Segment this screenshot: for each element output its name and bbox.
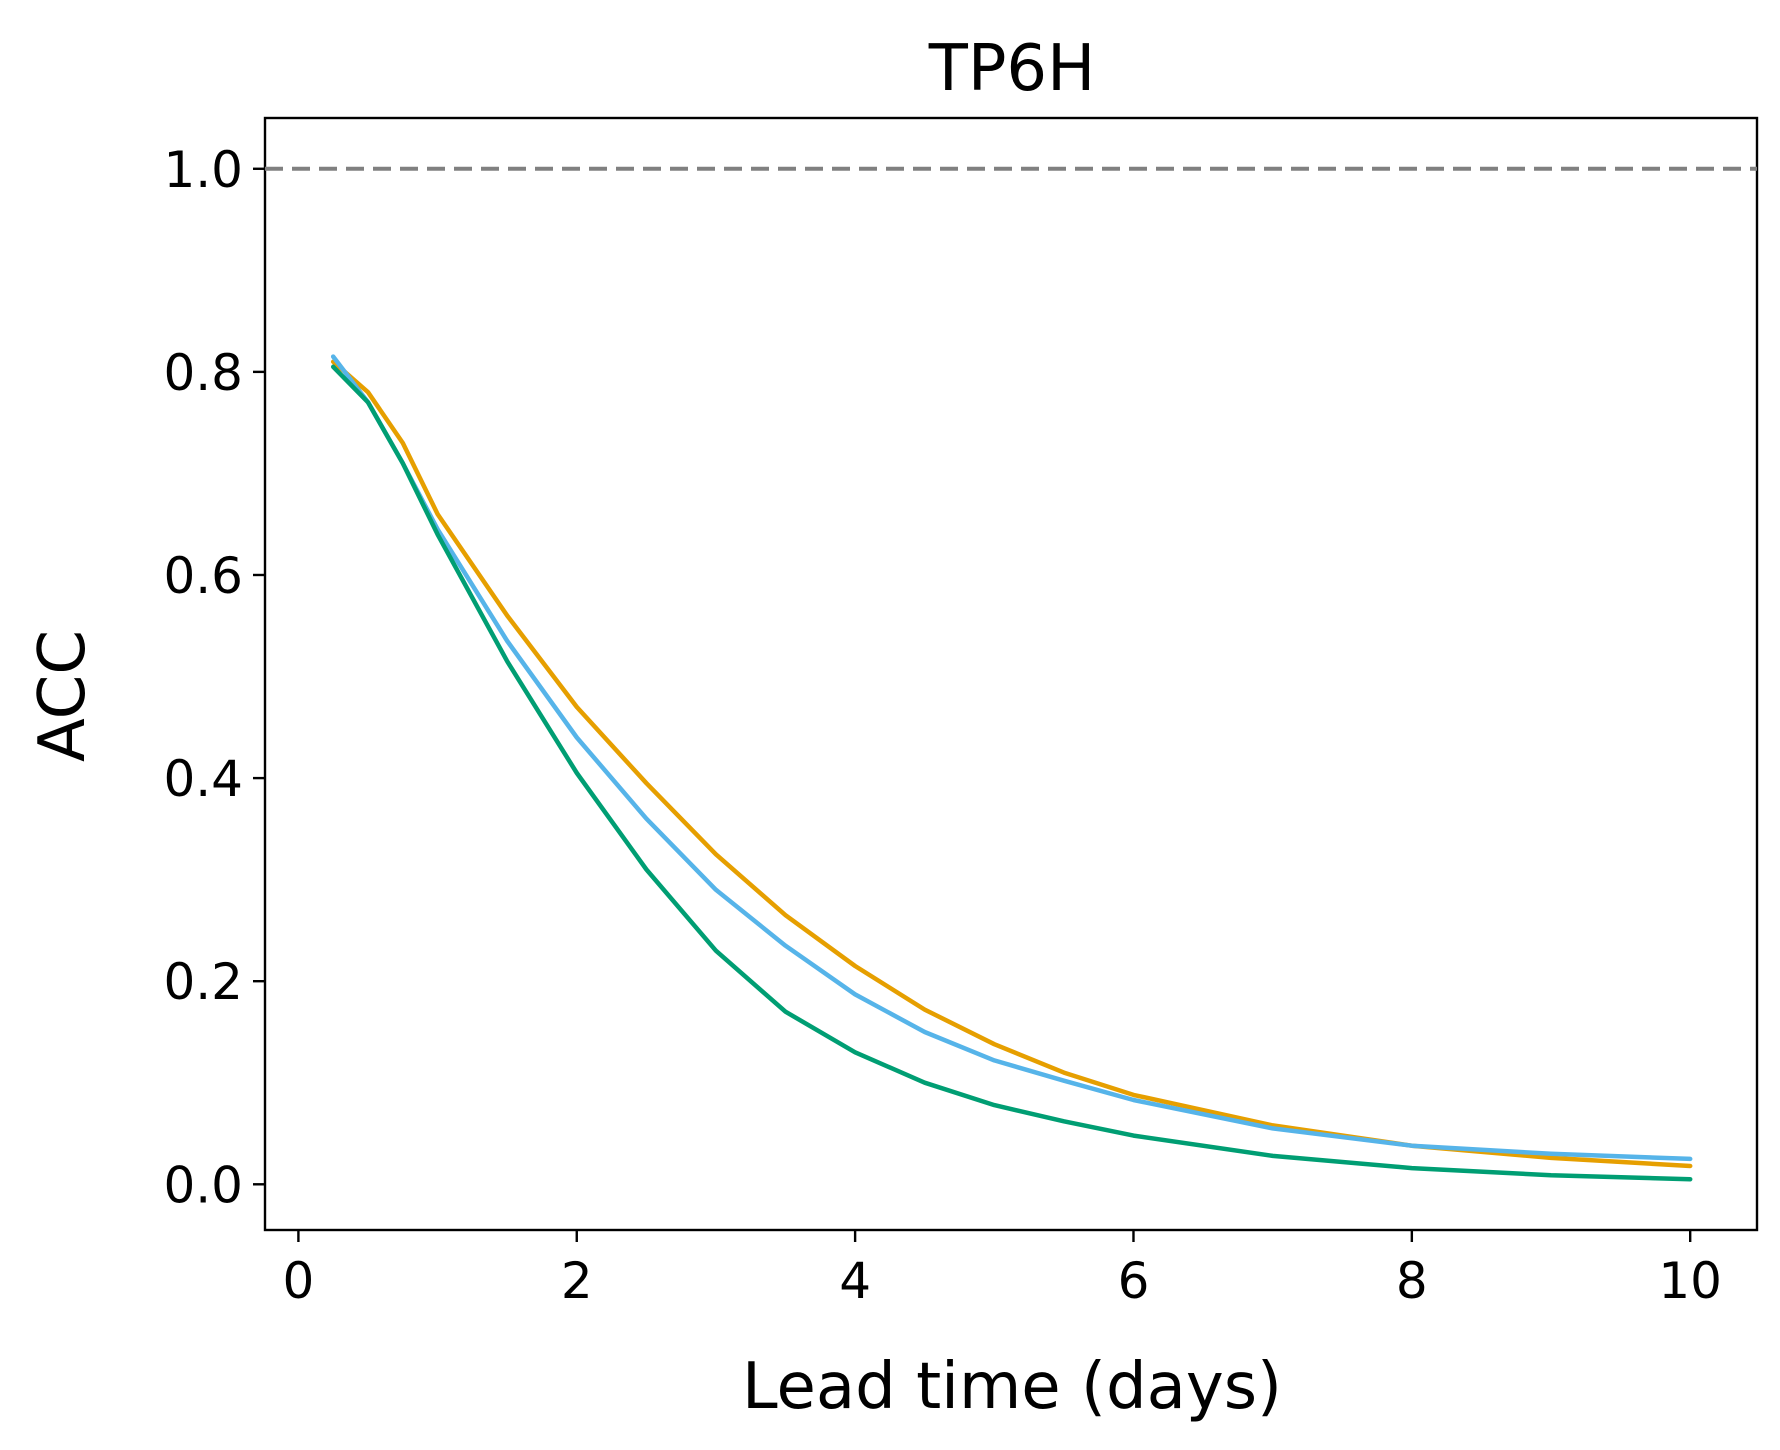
chart-title: TP6H [928, 32, 1096, 106]
x-tick-label-1: 2 [561, 1252, 593, 1310]
x-tick-label-2: 4 [839, 1252, 871, 1310]
x-tick-label-4: 8 [1396, 1252, 1428, 1310]
y-tick-label-1: 0.2 [163, 953, 243, 1011]
plot-frame [263, 116, 1759, 1232]
y-axis: 0.0 0.2 0.4 0.6 0.8 1.0 [163, 141, 265, 1214]
x-axis: 0 2 4 6 8 10 [282, 1230, 1722, 1310]
series-line-2 [330, 354, 1693, 1162]
y-tick-label-3: 0.6 [163, 547, 243, 605]
y-tick-label-2: 0.4 [163, 750, 243, 808]
y-tick-label-5: 1.0 [163, 141, 243, 199]
x-tick-label-5: 10 [1658, 1252, 1722, 1310]
x-tick-label-3: 6 [1118, 1252, 1150, 1310]
x-axis-title: Lead time (days) [742, 1350, 1282, 1424]
series-line-1 [330, 359, 1693, 1169]
x-tick-label-0: 0 [282, 1252, 314, 1310]
series-group [330, 354, 1693, 1182]
series-line-3 [330, 364, 1693, 1182]
y-tick-label-0: 0.0 [163, 1156, 243, 1214]
y-axis-title: ACC [26, 630, 100, 762]
y-tick-label-4: 0.8 [163, 344, 243, 402]
plot-area [263, 116, 1759, 1232]
